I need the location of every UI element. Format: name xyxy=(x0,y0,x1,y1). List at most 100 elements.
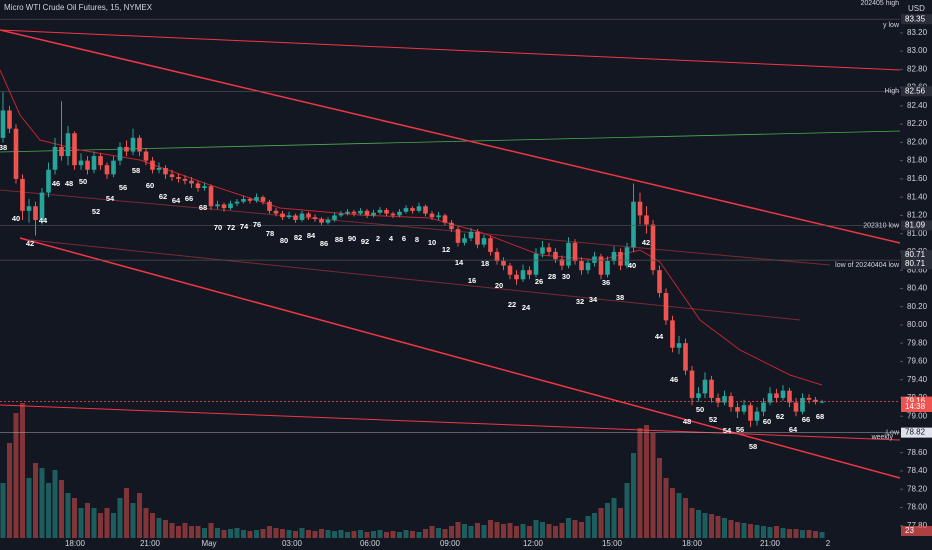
candle-count: 12 xyxy=(442,245,450,254)
volume-bar xyxy=(553,526,558,538)
volume-bar xyxy=(59,480,64,538)
candle-body xyxy=(371,212,376,216)
candle-count: 78 xyxy=(266,229,274,238)
volume-bar xyxy=(293,531,298,538)
volume-bar xyxy=(455,522,461,538)
volume-bar xyxy=(436,528,441,538)
volume-bar xyxy=(624,483,630,538)
volume-bar xyxy=(462,524,467,538)
volume-bar xyxy=(650,433,656,538)
x-tick-label: 18:00 xyxy=(65,539,86,548)
volume-bar xyxy=(267,526,272,538)
candle-body xyxy=(254,197,259,201)
volume-bar xyxy=(124,488,129,538)
candle-body xyxy=(397,211,402,216)
candle-body xyxy=(559,259,565,266)
candle-body xyxy=(65,133,71,157)
x-tick-label: May xyxy=(201,539,216,548)
volume-bar xyxy=(189,526,194,538)
x-tick-label: 18:00 xyxy=(682,539,703,548)
candle-count: 84 xyxy=(307,231,316,240)
candle-body xyxy=(761,402,766,412)
volume-bar xyxy=(618,508,623,538)
candle-body xyxy=(572,242,578,262)
volume-bar xyxy=(494,522,500,538)
candle-body xyxy=(150,160,155,170)
candle-body xyxy=(507,265,513,275)
candle-count: 54 xyxy=(723,426,732,435)
candle-body xyxy=(52,146,58,170)
volume-bar xyxy=(527,526,532,538)
candle-body xyxy=(709,379,714,398)
volume-bar xyxy=(72,498,77,538)
candle-body xyxy=(793,402,799,412)
volume-bar xyxy=(111,513,116,538)
volume-bar xyxy=(728,520,734,538)
volume-bar xyxy=(709,514,714,538)
candle-count: 6 xyxy=(402,234,406,243)
level-name: y low xyxy=(883,22,900,29)
y-tick-label: 78.60 xyxy=(907,448,928,457)
candle-body xyxy=(20,178,25,211)
title: Micro WTI Crude Oil Futures, 15, NYMEX xyxy=(4,3,153,12)
y-tick-label: 81.00 xyxy=(907,229,928,238)
candle-count: 46 xyxy=(670,375,678,384)
trend-line xyxy=(0,29,901,244)
candle-body xyxy=(735,407,740,412)
candle-count: 8 xyxy=(415,235,419,244)
volume-bar xyxy=(540,522,545,538)
candle-count: 46 xyxy=(52,179,60,188)
volume-bar xyxy=(208,523,214,538)
volume-bar xyxy=(163,520,168,538)
volume-tag-bg xyxy=(901,526,932,536)
candle-count: 56 xyxy=(736,425,744,434)
y-tick-label: 78.40 xyxy=(907,466,928,475)
level-name: High xyxy=(885,88,900,95)
price-tag-label: 78.82 xyxy=(905,428,926,437)
candle-body xyxy=(475,231,480,245)
level-name: 202310 low xyxy=(863,222,900,229)
candle-body xyxy=(696,393,701,398)
price-tag-label: 82.56 xyxy=(905,86,926,95)
volume-bar xyxy=(390,531,396,538)
volume-bar xyxy=(566,518,571,538)
volume-bar xyxy=(345,532,350,538)
candle-count: 48 xyxy=(683,417,691,426)
trend-line xyxy=(0,130,901,153)
candle-body xyxy=(663,292,669,321)
candle-body xyxy=(7,110,12,129)
candle-body xyxy=(364,210,370,216)
volume-bar xyxy=(670,488,675,538)
candle-body xyxy=(33,206,38,220)
candle-count: 64 xyxy=(172,196,181,205)
volume-bar xyxy=(137,493,142,538)
x-tick-label: 12:00 xyxy=(523,539,544,548)
candle-body xyxy=(611,251,617,262)
candle-body xyxy=(566,242,571,266)
y-tick-label: 82.00 xyxy=(907,137,928,146)
price-tag-label: 81.09 xyxy=(905,221,926,230)
volume-bar xyxy=(13,413,19,538)
candle-count: 52 xyxy=(92,207,100,216)
candle-count: 74 xyxy=(240,222,249,231)
x-tick-label: 03:00 xyxy=(282,539,303,548)
volume-bar xyxy=(754,525,760,538)
candle-count: 58 xyxy=(749,442,757,451)
candle-count: 50 xyxy=(79,177,87,186)
candle-body xyxy=(39,192,45,220)
candle-body xyxy=(468,231,474,239)
volume-bar xyxy=(228,529,233,538)
level-name: 202405 high xyxy=(860,0,899,7)
candle-body xyxy=(715,397,721,403)
x-tick-label: 09:00 xyxy=(440,539,461,548)
candle-count: 48 xyxy=(65,179,73,188)
volume-bar xyxy=(429,526,435,538)
volume-bar xyxy=(800,530,805,538)
candle-body xyxy=(182,178,188,181)
candle-body xyxy=(449,222,454,230)
candle-body xyxy=(332,215,337,220)
volume-bar xyxy=(130,503,136,538)
candle-body xyxy=(429,213,435,218)
volume-bar xyxy=(85,503,90,538)
candle-body xyxy=(260,197,266,202)
